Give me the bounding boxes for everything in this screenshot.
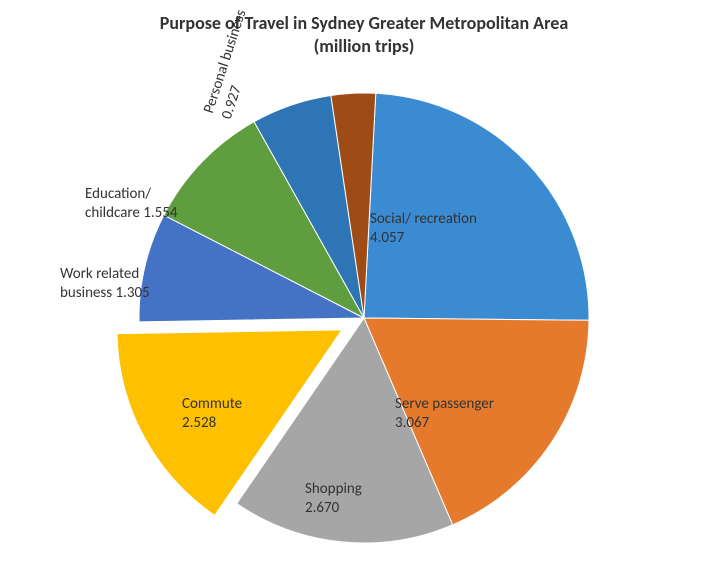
chart-title-line2: (million trips) <box>314 35 415 57</box>
pie-slice <box>364 93 589 320</box>
chart-title-line1: Purpose of Travel in Sydney Greater Metr… <box>160 12 568 34</box>
pie-chart-svg <box>0 0 728 571</box>
chart-title: Purpose of Travel in Sydney Greater Metr… <box>0 12 728 57</box>
pie-chart-container: Purpose of Travel in Sydney Greater Metr… <box>0 0 728 571</box>
